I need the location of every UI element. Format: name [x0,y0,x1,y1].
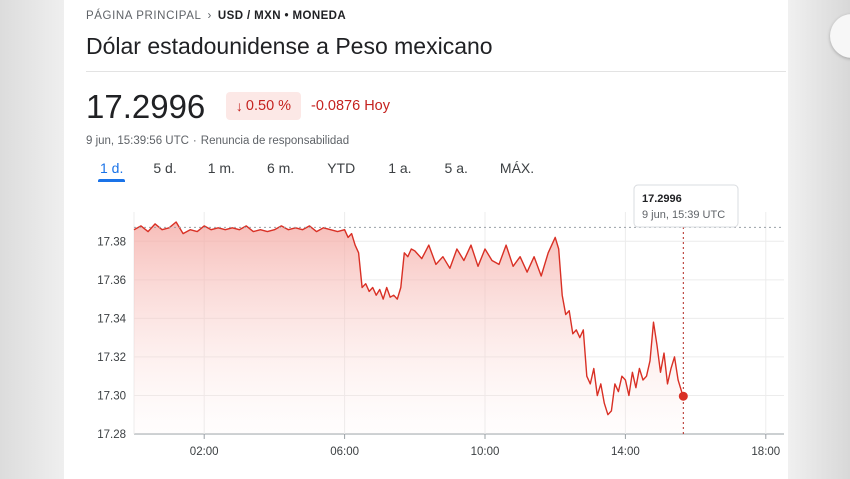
x-tick-label: 02:00 [190,446,219,458]
x-tick-label: 14:00 [611,446,640,458]
breadcrumb-current: USD / MXN • MONEDA [217,10,347,22]
price-chart[interactable]: 17.28 17.30 17.32 17.34 17.36 17.38 02:00 06:00… [64,180,788,470]
change-today: -0.0876 Hoy [311,98,390,114]
side-round-button[interactable] [830,14,850,58]
y-tick-label: 17.30 [97,390,126,402]
tab-5d[interactable]: 5 d. [153,160,177,176]
tab-1y[interactable]: 1 a. [388,160,412,176]
quote-timestamp: 9 jun, 15:39:56 UTC [86,135,189,147]
tab-5y[interactable]: 5 a. [444,160,468,176]
breadcrumb-separator: › [207,10,212,22]
disclaimer-link[interactable]: Renuncia de responsabilidad [200,135,350,147]
x-tick-label: 18:00 [751,446,780,458]
current-point [678,391,688,401]
y-tick-label: 17.32 [97,352,126,364]
divider [86,71,786,72]
price-area [134,222,684,434]
range-tabs: 1 d. 5 d. 1 m. 6 m. YTD 1 a. 5 a. MÁX. [86,158,534,182]
tab-ytd[interactable]: YTD [327,160,356,176]
breadcrumb-home-link[interactable]: PÁGINA PRINCIPAL [86,10,202,22]
tooltip-time: 9 jun, 15:39 UTC [642,209,725,221]
tooltip-value: 17.2996 [642,193,682,205]
background-left [0,0,64,479]
breadcrumb: PÁGINA PRINCIPAL › USD / MXN • MONEDA [86,10,346,22]
tab-max[interactable]: MÁX. [499,160,535,176]
tab-1d[interactable]: 1 d. [97,158,126,182]
y-tick-label: 17.36 [97,275,126,287]
change-percent-badge: ↓ 0.50 % [226,92,301,120]
price-line [133,221,684,416]
y-tick-label: 17.38 [97,236,126,248]
y-tick-label: 17.34 [97,313,126,325]
background-right [788,0,850,479]
current-price: 17.2996 [86,88,206,125]
arrow-down-icon: ↓ [235,98,243,114]
price-tooltip: 17.2996 9 jun, 15:39 UTC [633,184,739,228]
currency-card: PÁGINA PRINCIPAL › USD / MXN • MONEDA Dóla… [64,0,788,479]
x-tick-label: 06:00 [330,446,359,458]
tab-6m[interactable]: 6 m. [266,160,295,176]
page-title: Dólar estadounidense a Peso mexicano [86,33,493,59]
quote-timestamp-row: 9 jun, 15:39:56 UTC · Renuncia de responsa… [86,135,349,147]
timestamp-separator: · [192,135,197,147]
tooltip-box [633,184,739,228]
x-tick-label: 10:00 [471,446,500,458]
y-tick-label: 17.28 [97,429,126,441]
change-percent: 0.50 % [245,98,292,114]
tab-1m[interactable]: 1 m. [207,160,235,176]
